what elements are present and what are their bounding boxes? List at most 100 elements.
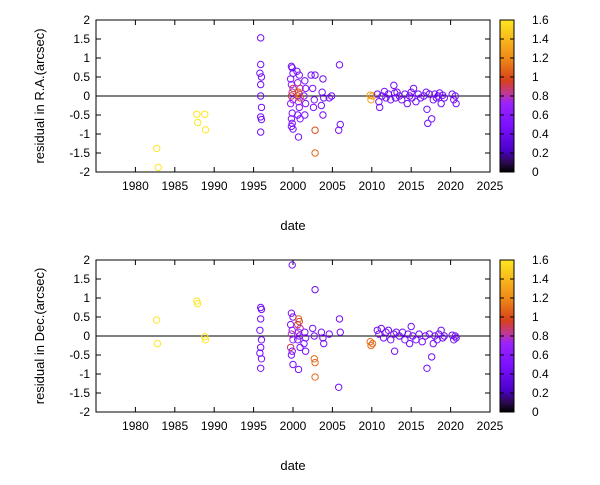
dec-data-point <box>301 347 310 355</box>
dec-colorbar: 0 0.2 0.4 0.6 0.8 1 1.2 1.4 1.6 <box>499 253 549 419</box>
ra-data-point <box>407 88 415 96</box>
dec-data-point <box>287 309 296 317</box>
ra-data-point <box>451 92 460 100</box>
dec-colorbar-tick-label: 0 <box>532 405 539 419</box>
dec-data-point <box>418 338 426 346</box>
ra-plot-frame <box>95 19 491 173</box>
ra-data-point <box>257 73 266 81</box>
dec-data-point <box>257 355 266 363</box>
ra-points <box>152 34 460 172</box>
ra-y-tick-label: 1 <box>83 51 90 65</box>
dec-data-point <box>421 332 430 340</box>
ra-y-tick-label: -1.5 <box>69 146 90 160</box>
dec-data-point <box>294 320 302 329</box>
ra-data-point <box>301 77 309 85</box>
ra-data-point <box>393 88 401 96</box>
ra-data-point <box>295 90 304 98</box>
ra-data-point <box>193 110 201 118</box>
dec-data-point <box>319 334 327 342</box>
ra-data-point <box>289 125 297 133</box>
ra-data-point <box>301 111 309 119</box>
ra-data-point <box>319 111 327 119</box>
ra-y-tick-labels: -2 -1.5 -1 -0.5 0 0.5 1 1.5 2 <box>69 13 90 179</box>
dec-data-point <box>390 347 399 355</box>
ra-data-point <box>295 103 304 112</box>
ra-colorbar-tick-label: 1.6 <box>532 13 549 27</box>
dec-data-point <box>301 328 309 336</box>
dec-x-tick-label: 1980 <box>122 419 149 433</box>
ra-data-point <box>256 128 265 136</box>
ra-y-tick-label: 1.5 <box>73 32 90 46</box>
ra-y-tick-label: -2 <box>79 165 90 179</box>
dec-data-point <box>437 326 445 334</box>
dec-y-tick-label: 0.5 <box>73 310 90 324</box>
dec-x-axis-label: date <box>280 458 305 473</box>
ra-data-point <box>286 99 295 108</box>
ra-data-point <box>307 71 315 79</box>
ra-x-tick-label: 2015 <box>398 179 425 193</box>
dec-data-point <box>405 339 414 348</box>
ra-data-point <box>373 90 382 98</box>
ra-data-point <box>287 115 296 123</box>
dec-data-point <box>368 339 377 348</box>
dec-data-point <box>296 343 304 352</box>
dec-data-point <box>427 353 436 361</box>
ra-x-tick-label: 2020 <box>437 179 464 193</box>
ra-data-point <box>296 94 304 102</box>
ra-data-point <box>452 99 460 108</box>
ra-data-point <box>256 34 265 42</box>
ra-colorbar-tick-label: 1 <box>532 70 539 84</box>
dec-data-point <box>311 358 319 367</box>
dec-y-axis-label: residual in Dec.(arcsec) <box>32 268 47 405</box>
dec-data-point <box>201 336 210 344</box>
ra-data-point <box>309 84 317 93</box>
dec-data-point <box>429 339 437 348</box>
dec-plot-frame <box>95 259 491 413</box>
dec-x-tick-label: 1985 <box>161 419 188 433</box>
dec-data-point <box>294 336 302 344</box>
dec-data-point <box>256 326 264 334</box>
dec-data-point <box>294 365 303 374</box>
dec-y-tick-labels: -2 -1.5 -1 -0.5 0 0.5 1 1.5 2 <box>69 253 90 419</box>
ra-y-tick-label: -0.5 <box>69 108 90 122</box>
ra-x-tick-labels: 1980 1985 1990 1995 2000 2005 2010 2015 2020 2025 <box>122 179 504 193</box>
dec-colorbar-tick-label: 1.2 <box>532 291 549 305</box>
ra-y-axis-label: residual in R.A.(arcsec) <box>32 28 47 163</box>
ra-colorbar: 0 0.2 0.4 0.6 0.8 1 1.2 1.4 1.6 <box>499 13 549 179</box>
dec-data-point <box>366 338 374 346</box>
ra-data-point <box>256 69 264 77</box>
ra-data-point <box>152 144 161 153</box>
dec-data-point <box>382 328 390 336</box>
ra-data-point <box>201 126 210 134</box>
dec-data-point <box>335 315 344 323</box>
dec-data-point <box>404 330 412 338</box>
ra-colorbar-tick-label: 1.2 <box>532 51 549 65</box>
ra-data-point <box>423 105 431 114</box>
dec-points <box>152 261 460 391</box>
ra-colorbar-tick-label: 0.4 <box>532 127 549 141</box>
ra-data-point <box>437 99 445 108</box>
dec-data-point <box>300 339 308 348</box>
dec-x-tick-label: 2020 <box>437 419 464 433</box>
dec-data-point <box>153 339 162 348</box>
ra-data-point <box>310 96 318 104</box>
ra-data-point <box>296 84 304 93</box>
ra-data-point <box>295 71 304 79</box>
dec-panel: -2 -1.5 -1 -0.5 0 0.5 1 1.5 2 1980 1985 1990 1995 20… <box>32 253 549 473</box>
ra-data-point <box>390 81 398 90</box>
dec-data-point <box>320 339 328 348</box>
ra-data-point <box>288 64 296 72</box>
ra-data-point <box>427 115 436 123</box>
dec-data-point <box>257 336 266 344</box>
dec-data-point <box>288 347 296 355</box>
dec-data-point <box>289 336 297 344</box>
dec-colorbar-tick-label: 0.4 <box>532 367 549 381</box>
ra-data-point <box>300 92 308 100</box>
ra-x-tick-label: 1990 <box>201 179 228 193</box>
dec-data-point <box>310 355 318 363</box>
ra-data-point <box>368 92 377 100</box>
dec-x-tick-label: 2015 <box>398 419 425 433</box>
ra-x-tick-label: 1995 <box>240 179 267 193</box>
